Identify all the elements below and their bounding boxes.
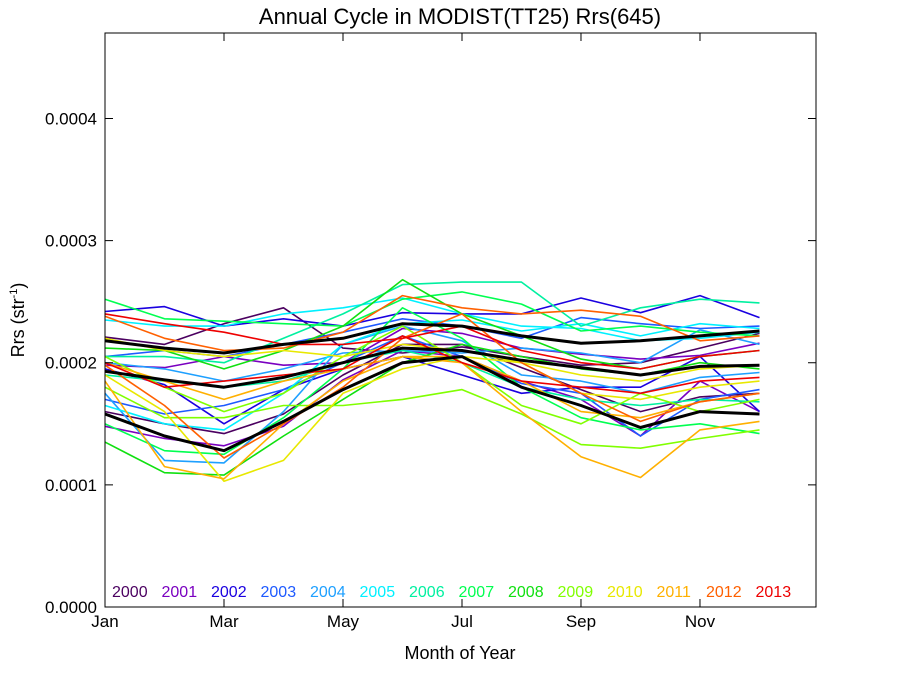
x-tick-label-2: May [327,612,360,631]
legend-item-2008: 2008 [508,584,544,601]
series-line-2004-9 [104,328,760,382]
legend-item-2012: 2012 [706,584,742,601]
series-line-mean-30 [104,355,760,453]
x-tick-label-3: Jul [451,612,473,631]
y-tick-label-1: 0.0001 [45,476,97,495]
legend-item-2005: 2005 [360,584,396,601]
legend-item-2003: 2003 [261,584,297,601]
legend-item-2007: 2007 [459,584,495,601]
legend-item-2000: 2000 [112,584,148,601]
series-line-2012-24 [104,294,760,352]
legend-item-2006: 2006 [409,584,445,601]
series-line-2005-10 [104,319,760,431]
y-tick-label-3: 0.0003 [45,232,97,251]
y-tick-label-2: 0.0002 [45,354,97,373]
legend-item-2009: 2009 [558,584,594,601]
series-line-2011-23 [104,355,760,419]
series-line-2001-2 [104,327,760,369]
x-tick-label-1: Mar [209,612,239,631]
series-line-2002-4 [104,294,760,327]
series-line-mean-28 [104,322,760,355]
series-layer [104,278,761,483]
series-line-2009-18 [104,325,760,425]
series-line-2007-15 [104,306,760,456]
x-tick-label-5: Nov [685,612,716,631]
y-axis-label: Rrs (str-1) [8,283,28,358]
legend-item-2001: 2001 [162,584,198,601]
legend-item-2011: 2011 [657,584,692,601]
legend-item-2010: 2010 [607,584,643,601]
y-tick-label-0: 0.0000 [45,598,97,617]
legend-item-2002: 2002 [211,584,247,601]
series-line-2006-12 [105,281,760,364]
series-line-2010-21 [104,337,760,382]
series-line-2009-19 [104,386,760,450]
legend-item-2013: 2013 [756,584,792,601]
y-axis-label-superscript: -1 [8,289,20,299]
plot-frame [104,32,817,608]
x-tick-label-0: Jan [91,612,118,631]
x-tick-label-4: Sep [566,612,596,631]
chart-title: Annual Cycle in MODIST(TT25) Rrs(645) [259,4,661,29]
axes: 0.0000 0.0001 0.0002 0.0003 0.0004 Jan Mar May J… [45,33,816,631]
series-line-2010-20 [104,355,760,483]
y-tick-label-4: 0.0004 [45,109,97,128]
x-axis-label: Month of Year [404,643,515,663]
series-line-2013-26 [104,313,760,370]
series-line-2007-14 [104,291,760,337]
y-axis-label-main: Rrs (str [8,298,28,357]
y-axis-label-close: ) [8,283,28,289]
series-line-mean-29 [104,346,760,389]
legend: 2000 2001 2002 2003 2004 2005 2006 2007 2008 2009… [112,584,791,601]
legend-item-2004: 2004 [310,584,346,601]
